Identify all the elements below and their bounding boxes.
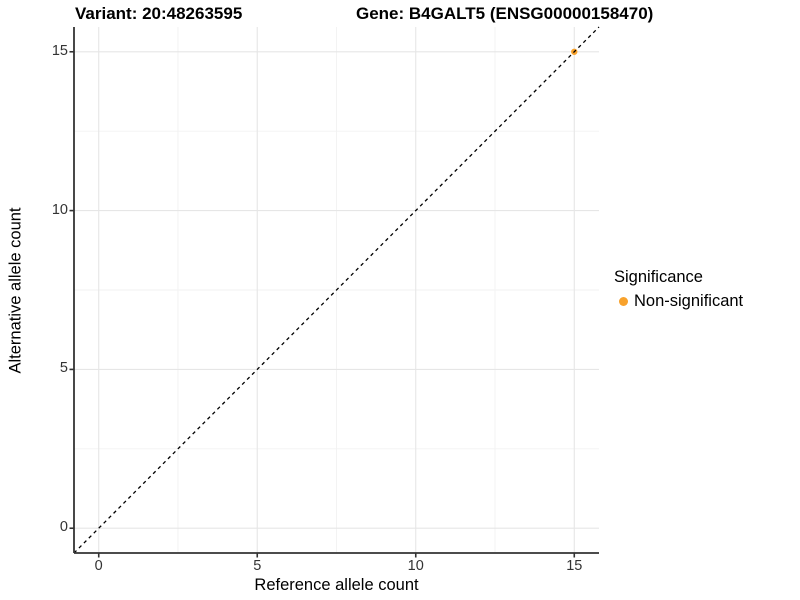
x-tick-label: 15 — [566, 558, 583, 574]
legend-item-label: Non-significant — [634, 292, 744, 310]
y-tick-label: 15 — [51, 42, 68, 59]
legend-item-non-significant: Non-significant — [619, 292, 743, 311]
x-axis-title: Reference allele count — [254, 576, 419, 594]
y-tick-label: 5 — [59, 360, 68, 377]
plot-title-gene: Gene: B4GALT5 (ENSG00000158470) — [356, 4, 654, 23]
plot-title-variant: Variant: 20:48263595 — [75, 4, 243, 23]
identity-line — [73, 26, 600, 554]
legend-key-dot-icon — [619, 297, 628, 306]
x-tick-label: 5 — [253, 558, 262, 574]
y-tick-label: 10 — [51, 201, 68, 218]
legend-title: Significance — [614, 268, 703, 286]
y-tick-label: 0 — [59, 519, 68, 536]
y-axis-title-box: Alternative allele count — [0, 27, 32, 553]
x-tick-label: 0 — [94, 558, 103, 574]
y-axis-title: Alternative allele count — [6, 206, 25, 374]
legend: Significance Non-significant — [614, 268, 743, 311]
x-tick-label: 10 — [407, 558, 424, 574]
